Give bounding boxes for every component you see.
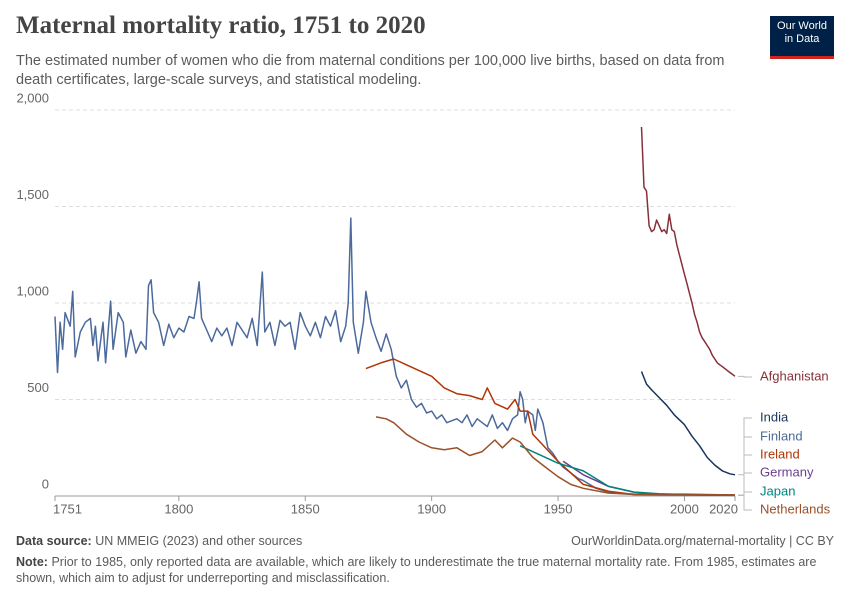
series-label: Japan — [760, 483, 795, 498]
logo[interactable]: Our World in Data — [770, 16, 834, 59]
x-tick-label: 1850 — [291, 501, 320, 516]
note-text: Prior to 1985, only reported data are av… — [16, 555, 817, 585]
y-tick-label: 1,500 — [16, 187, 49, 202]
chart-subtitle: The estimated number of women who die fr… — [16, 53, 725, 88]
y-tick-label: 500 — [27, 380, 49, 395]
y-tick-label: 1,000 — [16, 283, 49, 298]
label-connector — [738, 494, 752, 511]
source-label: Data source: — [16, 534, 92, 548]
x-tick-label: 1900 — [417, 501, 446, 516]
y-tick-label: 0 — [42, 476, 49, 491]
series-label: Netherlands — [760, 501, 831, 516]
series-line — [54, 217, 735, 496]
logo-line: in Data — [784, 33, 820, 45]
note-label: Note: — [16, 555, 48, 569]
x-tick-label: 1950 — [544, 501, 573, 516]
x-tick-label: 2000 — [670, 501, 699, 516]
x-tick-label: 1800 — [164, 501, 193, 516]
url[interactable]: OurWorldinData.org/maternal-mortality | … — [571, 534, 834, 548]
label-connector — [738, 417, 752, 476]
series-label: Finland — [760, 428, 803, 443]
chart-title: Maternal mortality ratio, 1751 to 2020 — [16, 12, 426, 39]
source-text: UN MMEIG (2023) and other sources — [95, 534, 303, 548]
label-connector — [738, 436, 752, 496]
logo-line: Our World — [777, 20, 827, 32]
y-tick-label: 2,000 — [16, 90, 49, 105]
label-connector — [738, 375, 752, 378]
series-line — [640, 126, 736, 377]
series-line — [640, 371, 736, 476]
series-line — [365, 358, 736, 496]
series-label: Afghanistan — [760, 368, 829, 383]
x-tick-label: 2020 — [709, 501, 738, 516]
series-label: India — [760, 409, 789, 424]
note: Note: Prior to 1985, only reported data … — [16, 554, 836, 586]
series-label: Ireland — [760, 446, 800, 461]
series-line — [375, 416, 736, 496]
x-tick-label: 1751 — [53, 501, 82, 516]
source: Data source: UN MMEIG (2023) and other s… — [16, 534, 302, 548]
series-label: Germany — [760, 464, 814, 479]
